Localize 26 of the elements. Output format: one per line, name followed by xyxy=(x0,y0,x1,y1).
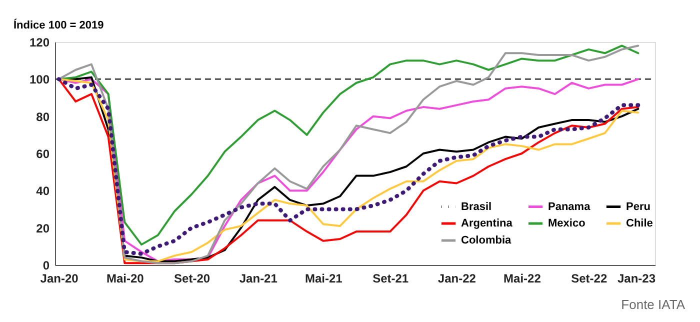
y-tick-label: 40 xyxy=(36,184,50,198)
y-axis-title: Índice 100 = 2019 xyxy=(14,18,104,32)
legend-label: Panama xyxy=(548,200,592,213)
legend-label: Brasil xyxy=(461,200,492,213)
y-tick-label: 80 xyxy=(36,110,50,124)
legend-label: Chile xyxy=(626,218,653,230)
x-tick-label: Set-20 xyxy=(174,272,210,286)
x-tick-label: Mai-21 xyxy=(305,272,343,286)
y-tick-label: 120 xyxy=(29,36,50,50)
y-tick-label: 100 xyxy=(29,72,50,87)
y-tick-label: 60 xyxy=(36,147,50,161)
x-tick-label: Set-22 xyxy=(571,272,608,286)
x-tick-label: Jan-23 xyxy=(617,272,656,286)
legend-label: Peru xyxy=(626,200,650,213)
y-tick-label: 0 xyxy=(42,258,50,272)
x-tick-label: Jan-22 xyxy=(438,272,476,286)
y-tick-label: 20 xyxy=(36,221,50,236)
legend-label: Colombia xyxy=(461,234,512,246)
legend-label: Mexico xyxy=(548,218,586,230)
x-tick-label: Jan-21 xyxy=(239,272,278,286)
x-tick-label: Mai-22 xyxy=(504,272,542,286)
legend-label: Argentina xyxy=(461,218,514,230)
x-tick-label: Jan-20 xyxy=(40,272,79,286)
source-note: Fonte IATA xyxy=(621,297,686,312)
x-tick-label: Set-21 xyxy=(372,272,409,286)
x-tick-label: Mai-20 xyxy=(106,272,144,286)
